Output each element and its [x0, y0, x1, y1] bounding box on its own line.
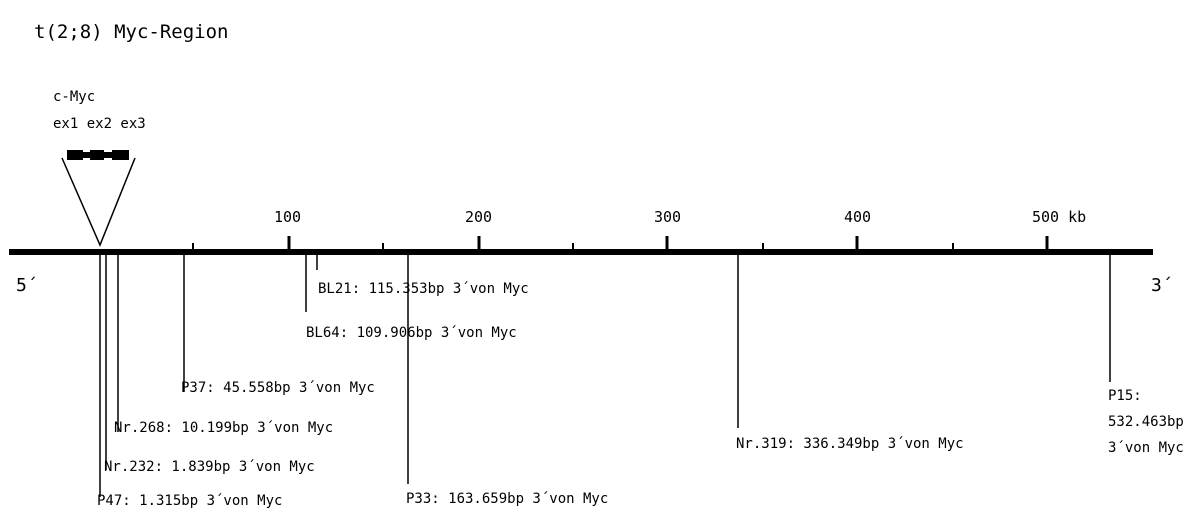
exon-labels: ex1 ex2 ex3	[53, 116, 146, 132]
exon-bar	[67, 150, 129, 160]
tick-label-200: 200	[465, 208, 492, 226]
gene-name-label: c-Myc	[53, 89, 95, 105]
exon-3-block	[112, 150, 129, 160]
tick-label-300: 300	[654, 208, 681, 226]
breakpoint-label-nr232: Nr.232: 1.839bp 3´von Myc	[104, 459, 315, 475]
breakpoint-label-p15-line3: 3´von Myc	[1108, 440, 1184, 456]
tick-label-500: 500 kb	[1032, 208, 1086, 226]
exon-2-block	[90, 150, 104, 160]
exon-gap-1	[83, 152, 90, 158]
breakpoint-label-nr268: Nr.268: 10.199bp 3´von Myc	[114, 420, 333, 436]
exon-1-block	[67, 150, 83, 160]
breakpoint-lines	[99, 252, 1111, 497]
tick-label-100: 100	[274, 208, 301, 226]
breakpoint-label-nr319: Nr.319: 336.349bp 3´von Myc	[736, 436, 964, 452]
breakpoint-label-bl64: BL64: 109.906bp 3´von Myc	[306, 325, 517, 341]
breakpoint-label-p37: P37: 45.558bp 3´von Myc	[181, 380, 375, 396]
zoom-triangle	[61, 157, 136, 247]
breakpoint-label-p33: P33: 163.659bp 3´von Myc	[406, 491, 608, 507]
breakpoint-label-p15-line2: 532.463bp	[1108, 414, 1184, 430]
minor-ticks	[192, 243, 954, 252]
major-ticks	[287, 236, 1049, 252]
diagram-title: t(2;8) Myc-Region	[34, 21, 228, 43]
breakpoint-label-p15-line1: P15:	[1108, 388, 1142, 404]
exon-gap-2	[104, 152, 112, 158]
breakpoint-label-bl21: BL21: 115.353bp 3´von Myc	[318, 281, 529, 297]
tick-label-400: 400	[844, 208, 871, 226]
three-prime-label: 3´	[1151, 275, 1173, 296]
five-prime-label: 5´	[16, 275, 38, 296]
breakpoint-label-p47: P47: 1.315bp 3´von Myc	[97, 493, 282, 509]
